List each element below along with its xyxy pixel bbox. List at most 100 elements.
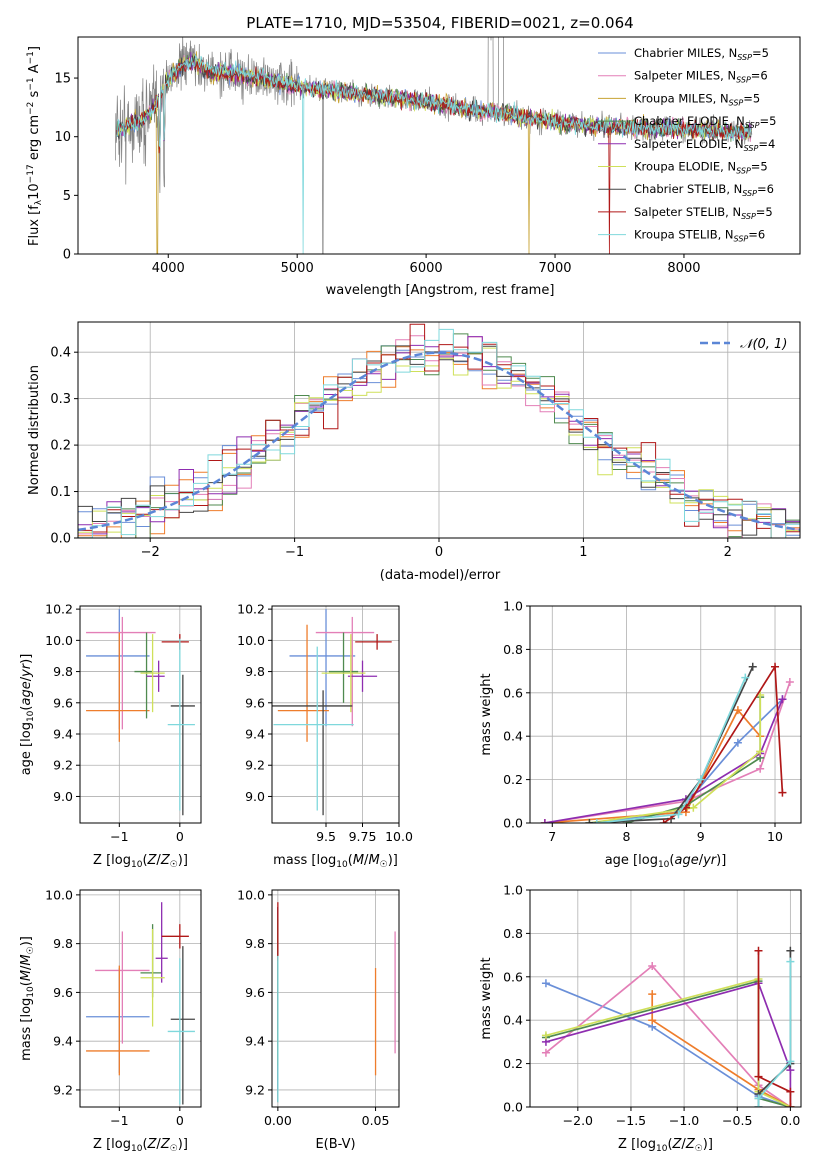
weight-marker xyxy=(786,1057,795,1066)
error-point-5 xyxy=(155,902,168,983)
y-tick-label: 0.0 xyxy=(50,532,71,547)
weight-marker xyxy=(785,677,794,686)
y-tick-label: 0.4 xyxy=(503,1013,523,1028)
weight-series-3 xyxy=(651,994,791,1107)
plot-area xyxy=(277,902,396,1103)
x-axis-label: Z [log10(Z/Z☉)] xyxy=(93,853,188,870)
weight-marker xyxy=(585,819,594,823)
weight-marker xyxy=(778,695,787,704)
weight-marker xyxy=(786,946,795,955)
x-tick-label: −1 xyxy=(285,545,304,560)
mass-vs-ebv-panel: 0.00 0.05 9.2 9.4 9.6 9.8 10.0 E(B-V) xyxy=(237,887,400,1152)
weight-marker xyxy=(659,819,668,823)
weight-marker xyxy=(754,1072,763,1081)
weight-marker xyxy=(592,819,601,823)
weight-series-7 xyxy=(589,666,754,823)
y-tick-label: 0.0 xyxy=(503,816,523,831)
y-tick-label: 9.8 xyxy=(245,664,265,679)
y-tick-label: 0.3 xyxy=(50,392,71,407)
error-point-9 xyxy=(273,646,354,811)
error-point-8 xyxy=(161,924,189,949)
error-point-7 xyxy=(272,690,353,816)
weight-marker xyxy=(756,764,765,773)
weight-series-9 xyxy=(757,961,792,1107)
y-tick-label: 9.0 xyxy=(245,789,265,804)
y-tick-label: 10.0 xyxy=(45,633,73,648)
normal-reference-curve xyxy=(78,351,800,532)
y-axis-label: mass weight xyxy=(479,957,494,1039)
weight-marker xyxy=(541,979,550,988)
weight-marker xyxy=(754,946,763,955)
y-tick-label: 9.4 xyxy=(53,1034,73,1049)
x-tick-label: 5000 xyxy=(281,261,314,276)
weight-series-5 xyxy=(545,982,792,1107)
x-tick-label: 0 xyxy=(176,1113,184,1128)
axes-frame xyxy=(271,605,400,824)
y-axis-label: Normed distribution xyxy=(27,365,42,495)
axes-frame xyxy=(79,889,202,1108)
x-tick-label: 1 xyxy=(579,545,587,560)
y-tick-label: 0.6 xyxy=(503,969,523,984)
y-tick-label: 0.8 xyxy=(503,926,523,941)
weight-marker xyxy=(541,1048,550,1057)
y-tick-label: 0 xyxy=(63,248,71,263)
y-tick-label: 9.6 xyxy=(245,695,265,710)
y-tick-label: 10.0 xyxy=(45,887,73,902)
x-tick-label: −2.0 xyxy=(563,1113,593,1128)
error-point-4 xyxy=(140,924,162,998)
weight-marker xyxy=(733,706,742,715)
x-tick-label: 10 xyxy=(767,829,783,844)
y-tick-label: 10.0 xyxy=(237,887,265,902)
legend-entry: Kroupa MILES, NSSP=5 xyxy=(634,91,760,107)
x-tick-label: 6000 xyxy=(410,261,443,276)
y-tick-label: 9.6 xyxy=(53,985,73,1000)
y-tick-label: 0.4 xyxy=(503,729,523,744)
x-tick-label: 0.05 xyxy=(362,1113,390,1128)
y-tick-label: 9.4 xyxy=(53,727,73,742)
plot-area xyxy=(86,902,195,1105)
axes-frame xyxy=(79,605,202,824)
x-tick-label: −0.5 xyxy=(722,1113,752,1128)
y-tick-label: 9.2 xyxy=(245,758,265,773)
y-tick-label: 9.8 xyxy=(53,664,73,679)
x-axis-label: E(B-V) xyxy=(315,1137,355,1152)
weight-series-8 xyxy=(757,950,792,1107)
weight-marker xyxy=(541,1031,550,1040)
error-point-6 xyxy=(140,929,165,1027)
y-axis-label: age [log10(age/yr)] xyxy=(19,654,36,776)
y-tick-label: 10 xyxy=(54,130,71,145)
x-axis-label: Z [log10(Z/Z☉)] xyxy=(93,1137,188,1154)
x-tick-label: −1 xyxy=(110,829,128,844)
error-point-9 xyxy=(167,958,195,1105)
x-tick-label: 0 xyxy=(176,829,184,844)
weight-series-5 xyxy=(544,698,784,823)
y-tick-label: 0.2 xyxy=(503,1056,523,1071)
age-vs-Z-panel: −1 0 9.0 9.2 9.4 9.6 9.8 10.0 10.2 Z [log10(Z/Z☉)… xyxy=(19,602,202,870)
y-tick-label: 9.4 xyxy=(245,1034,265,1049)
plot-area xyxy=(272,609,392,816)
y-tick-label: 0.0 xyxy=(503,1100,523,1115)
model-spectrum-8 xyxy=(116,58,752,254)
weight-marker xyxy=(648,990,657,999)
weight-marker xyxy=(689,803,698,812)
legend-entry: 𝒩(0, 1) xyxy=(740,337,787,352)
error-point-3 xyxy=(86,965,150,1076)
plot-area xyxy=(540,662,794,823)
plot-area xyxy=(86,609,195,816)
legend-entry: Chabrier MILES, NSSP=5 xyxy=(634,46,769,62)
legend-entry: Kroupa ELODIE, NSSP=5 xyxy=(634,160,768,176)
y-tick-label: 9.4 xyxy=(245,727,265,742)
error-point-5 xyxy=(146,660,165,692)
weight-marker xyxy=(786,957,795,966)
x-tick-label: 4000 xyxy=(152,261,185,276)
weight-marker xyxy=(786,1087,795,1096)
weight-marker xyxy=(741,673,750,682)
x-tick-label: −1.0 xyxy=(669,1113,699,1128)
y-tick-label: 0.8 xyxy=(503,642,523,657)
weight-series-9 xyxy=(596,677,747,823)
y-tick-label: 9.8 xyxy=(53,936,73,951)
weight-marker xyxy=(648,961,657,970)
axes-frame xyxy=(77,36,801,255)
weight-marker xyxy=(756,747,765,756)
x-tick-label: −1.5 xyxy=(616,1113,646,1128)
